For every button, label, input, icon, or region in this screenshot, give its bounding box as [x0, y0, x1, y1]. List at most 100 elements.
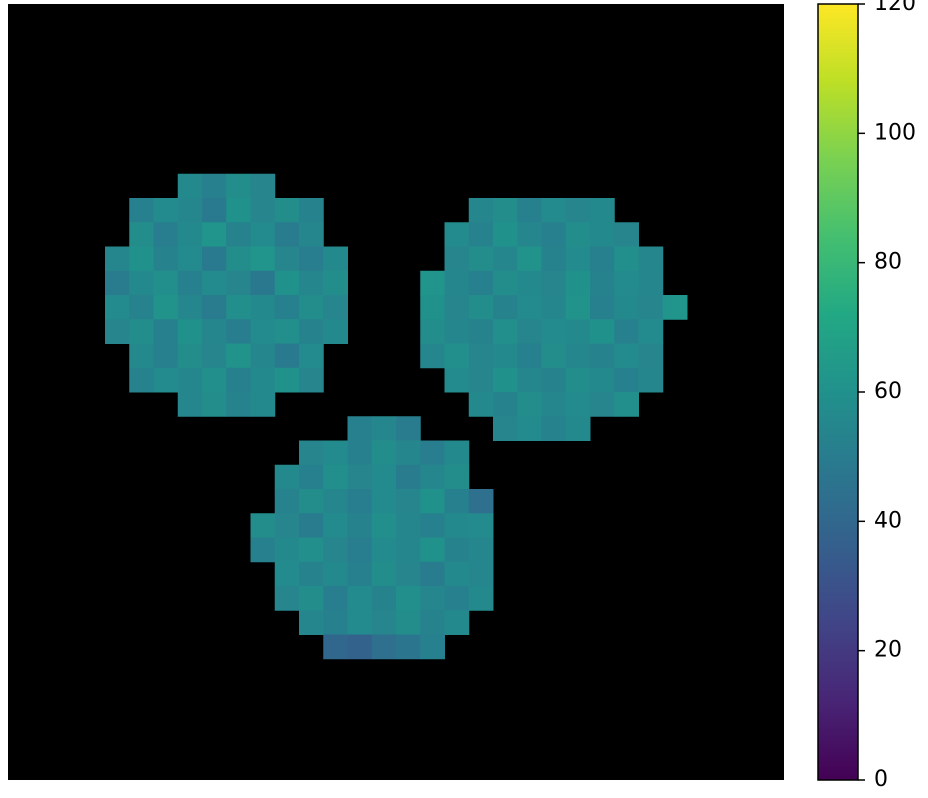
heatmap-cell — [468, 586, 494, 611]
heatmap-cell — [493, 343, 518, 369]
heatmap-cell — [153, 295, 179, 320]
heatmap-cell — [323, 634, 348, 660]
heatmap-cell — [153, 222, 179, 247]
heatmap-cell — [299, 586, 324, 611]
heatmap-cell — [420, 343, 445, 369]
heatmap-cell — [202, 198, 227, 223]
heatmap-cell — [129, 343, 154, 369]
heatmap-cell — [105, 295, 130, 320]
heatmap-cell — [468, 392, 494, 417]
heatmap-cell — [444, 319, 470, 344]
heatmap-cell — [226, 222, 251, 247]
heatmap-cell — [493, 416, 518, 441]
heatmap-cell — [323, 464, 348, 490]
heatmap-cell — [250, 343, 276, 369]
heatmap-cell — [202, 319, 227, 344]
heatmap-cell — [347, 416, 373, 441]
heatmap-cell — [129, 367, 154, 393]
heatmap-cell — [444, 246, 470, 272]
colorbar-tick-label: 60 — [874, 379, 902, 404]
heatmap-cell — [517, 270, 542, 296]
heatmap-cell — [153, 198, 179, 223]
heatmap-cell — [274, 367, 300, 393]
heatmap-cell — [129, 222, 154, 247]
heatmap-cell — [420, 537, 445, 563]
heatmap-cell — [420, 561, 445, 587]
heatmap-cell — [468, 270, 494, 296]
heatmap-cell — [177, 319, 203, 344]
heatmap-cell — [396, 440, 421, 466]
heatmap-cell — [420, 270, 445, 296]
heatmap-cell — [347, 464, 373, 490]
heatmap-cell — [153, 319, 179, 344]
heatmap-cell — [614, 319, 639, 344]
heatmap-cell — [517, 319, 542, 344]
heatmap-cell — [250, 270, 276, 296]
heatmap-cell — [226, 246, 251, 272]
heatmap-cell — [299, 367, 324, 393]
heatmap-cell — [323, 295, 348, 320]
heatmap-cell — [541, 319, 567, 344]
heatmap-cell — [347, 586, 373, 611]
heatmap-cell — [444, 489, 470, 514]
heatmap-cell — [347, 489, 373, 514]
heatmap-cell — [202, 246, 227, 272]
heatmap-cell — [299, 295, 324, 320]
heatmap-cell — [444, 513, 470, 538]
heatmap-cell — [565, 392, 591, 417]
heatmap-cell — [638, 270, 664, 296]
heatmap-cell — [323, 610, 348, 635]
heatmap-cell — [420, 610, 445, 635]
heatmap-cell — [396, 586, 421, 611]
heatmap-cell — [371, 561, 397, 587]
heatmap-cell — [274, 270, 300, 296]
heatmap-cell — [590, 319, 615, 344]
heatmap-cell — [274, 561, 300, 587]
heatmap-cell — [493, 319, 518, 344]
heatmap-cell — [493, 246, 518, 272]
heatmap-cell — [565, 246, 591, 272]
heatmap-cell — [177, 198, 203, 223]
heatmap-cell — [396, 489, 421, 514]
heatmap-cell — [105, 319, 130, 344]
heatmap-cell — [202, 173, 227, 199]
heatmap-cell — [468, 246, 494, 272]
heatmap-cell — [299, 537, 324, 563]
heatmap-cell — [323, 586, 348, 611]
heatmap-cell — [614, 343, 639, 369]
heatmap-cell — [371, 610, 397, 635]
heatmap-cell — [299, 464, 324, 490]
heatmap-cell — [444, 440, 470, 466]
heatmap-cell — [323, 270, 348, 296]
heatmap-cell — [565, 198, 591, 223]
heatmap-cell — [444, 561, 470, 587]
heatmap-cell — [129, 270, 154, 296]
heatmap-cell — [396, 537, 421, 563]
heatmap-cell — [274, 343, 300, 369]
heatmap-cell — [226, 173, 251, 199]
heatmap-cell — [250, 246, 276, 272]
heatmap-cell — [323, 513, 348, 538]
heatmap-cell — [420, 513, 445, 538]
heatmap-cell — [444, 222, 470, 247]
heatmap-cell — [590, 198, 615, 223]
heatmap-cell — [226, 198, 251, 223]
heatmap-cell — [371, 464, 397, 490]
heatmap-cell — [517, 198, 542, 223]
heatmap-cell — [517, 367, 542, 393]
heatmap-cell — [153, 246, 179, 272]
heatmap-cell — [468, 222, 494, 247]
heatmap-cell — [590, 343, 615, 369]
heatmap-cell — [347, 561, 373, 587]
heatmap-cell — [299, 198, 324, 223]
heatmap-cell — [565, 295, 591, 320]
heatmap-cell — [299, 343, 324, 369]
heatmap-cell — [468, 367, 494, 393]
heatmap-cell — [202, 270, 227, 296]
heatmap-cell — [614, 367, 639, 393]
heatmap-cell — [468, 295, 494, 320]
heatmap-cell — [250, 198, 276, 223]
heatmap-cell — [177, 295, 203, 320]
heatmap-cell — [274, 319, 300, 344]
